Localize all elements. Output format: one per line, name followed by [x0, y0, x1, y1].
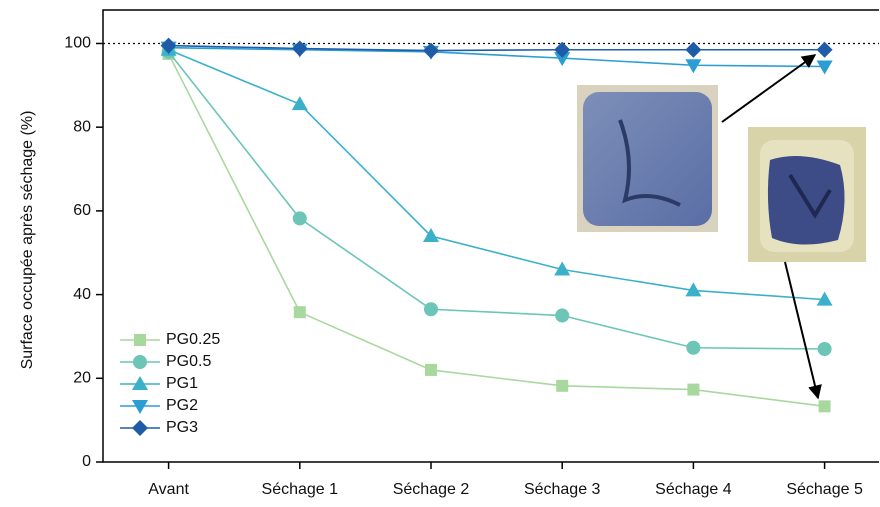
- y-axis-label: Surface occupée après séchage (%): [19, 111, 36, 370]
- legend-marker: [134, 334, 146, 346]
- legend-label: PG0.25: [166, 331, 220, 348]
- series-line: [167, 53, 825, 408]
- y-tick-label: 0: [82, 453, 91, 470]
- data-point: [292, 211, 307, 226]
- data-point: [424, 302, 438, 317]
- arrow: [784, 261, 822, 400]
- series-line: [168, 44, 825, 52]
- y-tick-label: 100: [64, 35, 91, 52]
- y-tick-label: 40: [73, 286, 91, 303]
- legend-marker: [133, 355, 147, 369]
- data-point: [160, 37, 177, 54]
- x-tick-label: Avant: [148, 481, 189, 498]
- x-tick-label: Séchage 2: [393, 481, 470, 498]
- arrow: [721, 54, 817, 123]
- data-point: [293, 306, 306, 319]
- legend-marker: [132, 400, 148, 414]
- axis-frame: [102, 9, 879, 463]
- data-point: [816, 291, 833, 306]
- photo-inset: [748, 127, 866, 262]
- legend-marker: [132, 376, 148, 390]
- data-point: [816, 60, 833, 75]
- data-point: [686, 340, 701, 355]
- y-tick-label: 80: [73, 118, 91, 135]
- y-tick-label: 20: [73, 370, 91, 387]
- y-tick-label: 60: [73, 202, 91, 219]
- x-tick-label: Séchage 3: [524, 481, 601, 498]
- series-line: [167, 51, 825, 350]
- series-line: [168, 49, 825, 301]
- data-point: [423, 42, 439, 59]
- data-point: [816, 41, 833, 58]
- data-point: [423, 228, 439, 242]
- series-line: [168, 46, 825, 68]
- data-point: [554, 261, 571, 276]
- data-point: [556, 379, 569, 392]
- legend-label: PG3: [166, 419, 198, 436]
- data-point: [817, 342, 832, 356]
- data-point: [555, 308, 570, 323]
- data-point: [685, 59, 702, 74]
- photo-inset: [577, 85, 718, 232]
- legend-marker: [132, 420, 148, 436]
- x-tick-label: Séchage 4: [655, 481, 732, 498]
- data-point: [685, 41, 702, 58]
- data-point: [687, 383, 700, 396]
- legend-label: PG2: [166, 397, 198, 414]
- legend-label: PG0.5: [166, 353, 211, 370]
- data-point: [685, 282, 702, 297]
- data-point: [291, 96, 308, 111]
- data-point: [291, 40, 308, 57]
- x-tick-label: Séchage 1: [262, 481, 339, 498]
- data-point: [554, 41, 571, 58]
- data-point: [554, 52, 571, 67]
- x-tick-label: Séchage 5: [786, 481, 863, 498]
- legend-label: PG1: [166, 375, 198, 392]
- data-point: [818, 400, 831, 413]
- plot-area: 0 20 40 60 80 100 Avant Séchage 1 Séchage 2 Sécha…: [64, 9, 879, 498]
- data-point: [425, 363, 437, 376]
